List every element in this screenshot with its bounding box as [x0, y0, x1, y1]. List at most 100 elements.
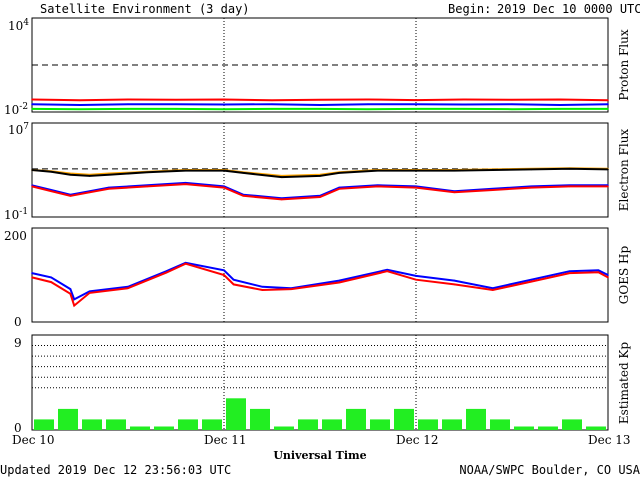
kp-bar [490, 419, 510, 430]
electron-data-point [453, 191, 456, 194]
proton-data-point [319, 108, 321, 110]
electron-data-point [223, 186, 225, 189]
proton-data-point [271, 108, 273, 110]
goes_hp-data-point [453, 283, 456, 286]
proton-data-point [175, 99, 177, 101]
goes_hp-data-point [223, 274, 225, 276]
proton-data-point [319, 99, 321, 101]
goes_hp-data-point [568, 272, 571, 274]
goes_hp-series-line [31, 261, 609, 301]
electron-data-point [530, 168, 532, 171]
proton-data-point [223, 103, 225, 106]
proton-data-point [463, 103, 465, 106]
goes_hp-data-point [607, 276, 609, 279]
kp-bar [394, 408, 414, 430]
kp-bar [586, 426, 606, 430]
electron-data-point [568, 185, 571, 188]
begin-value: 2019 Dec 10 0000 UTC [497, 2, 640, 16]
kp-ylabel: Estimated Kp [617, 342, 631, 424]
kp-bar [202, 419, 222, 430]
kp-panel-frame [31, 334, 609, 431]
electron-data-point [88, 191, 91, 194]
proton-data-point [31, 98, 33, 101]
kp-bar [370, 419, 390, 430]
proton-data-point [415, 99, 417, 101]
electron-data-point [50, 190, 52, 192]
goes-hp-panel-frame [31, 227, 609, 323]
proton-data-point [607, 108, 609, 110]
goes_hp-data-point [31, 276, 33, 279]
goes_hp-data-point [338, 279, 341, 282]
kp-bar [322, 419, 342, 430]
goes_hp-data-point [69, 293, 72, 295]
kp-bar [82, 419, 102, 430]
proton-data-point [511, 108, 513, 110]
proton-data-point [463, 108, 465, 110]
electron-data-point [69, 195, 72, 197]
goes_hp-data-point [386, 269, 389, 271]
goes_hp-data-point [232, 278, 235, 281]
proton-data-point [511, 103, 513, 105]
goes_hp-data-point [184, 262, 187, 265]
proton-data-point [463, 98, 465, 101]
goes_hp-data-point [492, 289, 494, 291]
kp-bar [130, 426, 150, 430]
goes_hp-data-point [338, 281, 341, 284]
electron-data-point [338, 188, 341, 190]
goes_hp-series-line [31, 262, 609, 308]
proton-data-point [31, 108, 33, 110]
xtick-dec13: Dec 13 [588, 433, 631, 447]
credit-text: NOAA/SWPC Boulder, CO USA [459, 463, 640, 477]
goes_hp-data-point [73, 304, 75, 307]
electron-data-point [146, 185, 148, 188]
kp-bar [442, 419, 462, 430]
goes_hp-data-point [223, 269, 225, 272]
electron-data-point [184, 169, 187, 172]
kp-bar [538, 426, 558, 430]
electron-data-point [607, 168, 609, 171]
electron-data-point [108, 188, 110, 190]
proton-data-point [127, 108, 129, 110]
proton-data-point [79, 99, 81, 102]
goes_hp-data-point [492, 287, 494, 290]
electron-data-point [223, 169, 225, 172]
proton-data-point [415, 108, 417, 110]
goes_hp-data-point [597, 269, 600, 272]
electron-data-point [530, 186, 532, 189]
proton-data-point [367, 98, 369, 101]
kp-bar [418, 419, 438, 430]
kp-bar [154, 426, 174, 430]
kp-bar [250, 408, 270, 430]
electron-ytick-bottom: 10-1 [4, 207, 28, 222]
goes-ytick-top: 200 [4, 229, 27, 243]
electron-data-point [319, 196, 321, 198]
begin-label: Begin: [448, 2, 491, 16]
updated-timestamp: Updated 2019 Dec 12 23:56:03 UTC [0, 463, 231, 477]
proton-data-point [559, 104, 561, 106]
electron-data-point [376, 169, 379, 172]
proton-ylabel: Proton Flux [617, 29, 631, 101]
electron-data-point [280, 176, 283, 178]
proton-data-point [127, 98, 129, 101]
proton-data-point [319, 104, 321, 106]
chart-marks [31, 18, 609, 430]
electron-data-point [88, 175, 91, 177]
goes_hp-data-point [597, 271, 600, 274]
electron-data-point [108, 173, 110, 176]
proton-ytick-bottom: 10-2 [4, 102, 28, 117]
electron-data-point [453, 169, 456, 172]
goes_hp-data-point [607, 274, 609, 276]
goes_hp-data-point [261, 289, 264, 291]
kp-bar [226, 398, 246, 430]
electron-data-point [607, 185, 609, 188]
goes_hp-data-point [73, 298, 75, 301]
kp-bar [58, 408, 78, 430]
proton-data-point [223, 108, 225, 110]
electron-ylabel: Electron Flux [617, 129, 631, 212]
proton-data-point [271, 103, 273, 105]
electron-data-point [492, 169, 494, 171]
electron-data-point [50, 171, 52, 173]
x-axis-label: Universal Time [273, 449, 366, 462]
electron-data-point [69, 173, 72, 176]
